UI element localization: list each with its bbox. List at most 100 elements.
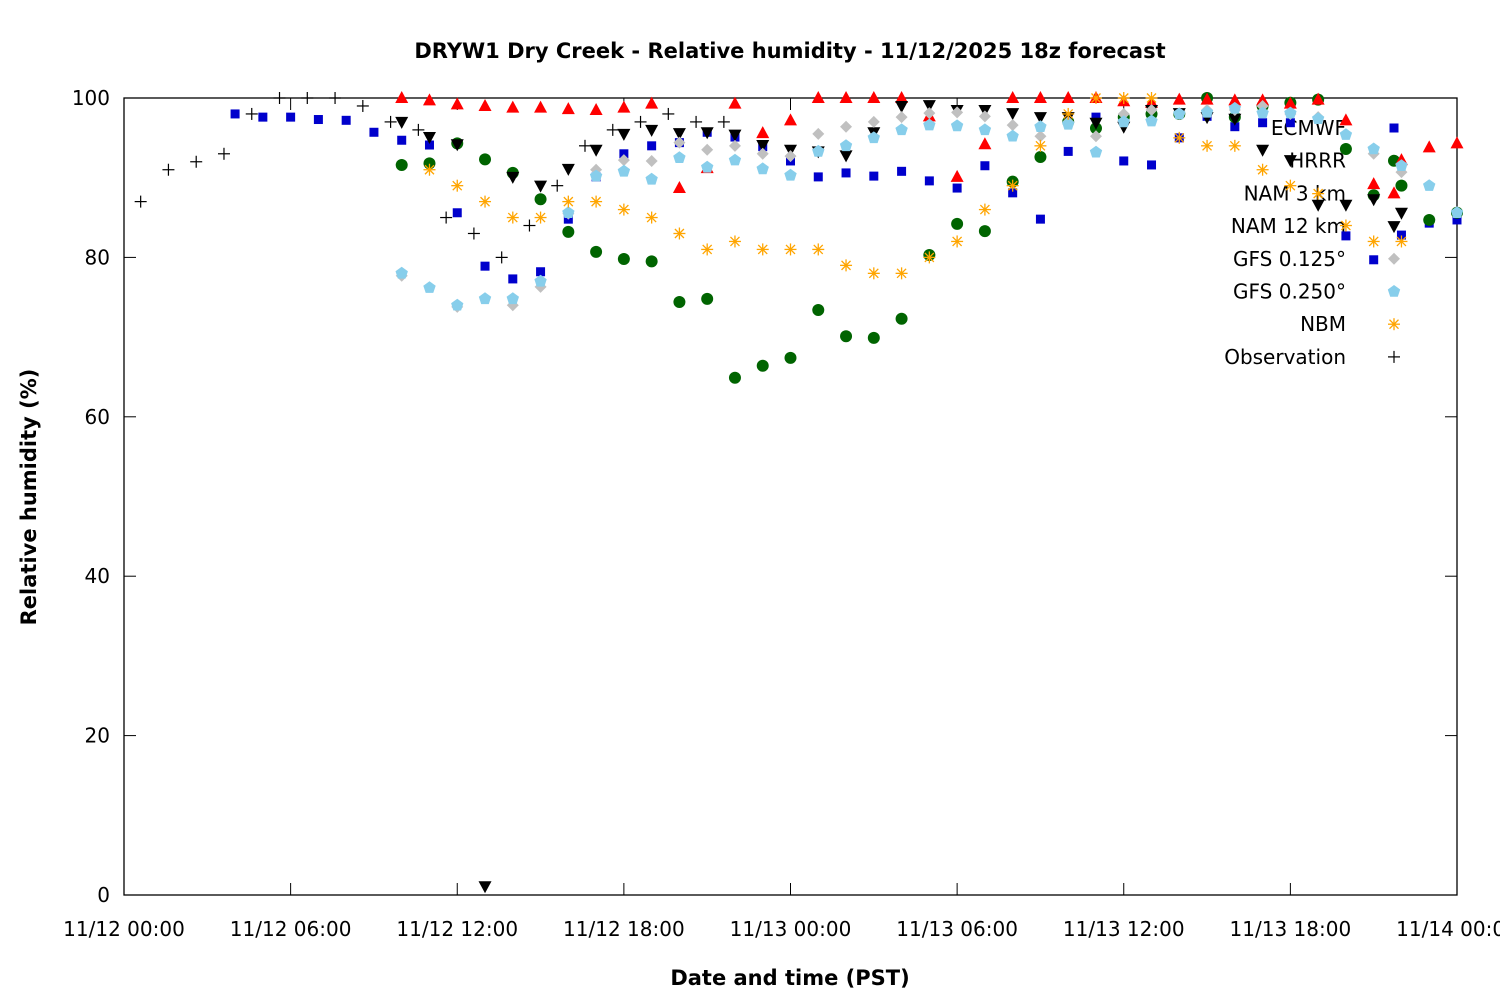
data-point-gfs-0-125 [1089,130,1102,143]
data-point-hrrr [645,255,658,268]
data-point-nam-3-km [478,98,492,111]
data-point-observation [578,139,591,152]
data-point-nbm [784,243,797,256]
data-point-gfs-0-250 [756,162,769,175]
data-point-nam-12-km [645,124,659,137]
data-point-gfs-0-250 [395,266,408,279]
data-point-nam-3-km [1200,92,1214,105]
data-point-gfs-0-250 [1256,106,1269,119]
data-point-nbm [1228,139,1241,152]
data-point-gfs-0-250 [701,160,714,173]
data-point-nam-12-km [1311,199,1325,212]
data-point-hrrr [1034,150,1047,163]
data-point-nbm [506,211,519,224]
x-tick-label: 11/12 00:00 [63,917,185,941]
data-point-observation [690,115,703,128]
data-point-nam-12-km [1256,144,1270,157]
data-point-ecmwf [230,109,240,119]
x-tick-label: 11/13 00:00 [730,917,852,941]
data-point-gfs-0-250 [673,151,686,163]
data-point-nam-3-km [1367,177,1381,190]
data-point-hrrr [617,252,630,265]
data-point-hrrr [784,351,797,364]
data-point-gfs-0-250 [451,298,464,311]
data-point-hrrr [395,158,408,171]
data-point-nbm [451,179,464,192]
x-tick-label: 11/12 06:00 [230,917,352,941]
data-point-nam-3-km [756,126,770,139]
data-point-ecmwf [536,267,546,277]
data-point-gfs-0-125 [784,150,797,163]
data-point-nam-3-km [1172,92,1186,105]
data-point-gfs-0-250 [1423,179,1436,191]
data-point-nam-3-km [1228,93,1242,106]
chart-title: DRYW1 Dry Creek - Relative humidity - 11… [414,39,1165,63]
x-tick-label: 11/14 00:00 [1396,917,1500,941]
data-point-nam-12-km [756,140,770,153]
data-point-nbm [673,227,686,240]
data-point-ecmwf [1396,230,1406,240]
data-point-gfs-0-250 [1367,142,1380,155]
data-point-gfs-0-125 [812,127,825,140]
data-point-gfs-0-125 [756,147,769,160]
data-points [134,91,1464,894]
data-point-ecmwf [480,261,490,271]
data-point-gfs-0-125 [673,136,686,149]
data-point-hrrr [895,312,908,325]
data-point-nbm [1339,219,1352,232]
data-point-ecmwf [341,115,351,125]
legend-marker-nam-3-km [1387,186,1401,199]
data-point-gfs-0-125 [951,106,964,119]
y-tick-label: 20 [85,724,110,748]
data-point-gfs-0-250 [1312,112,1325,124]
data-point-nam-3-km [1256,93,1270,106]
data-point-ecmwf [1230,122,1240,132]
data-point-gfs-0-125 [978,110,991,123]
data-point-nbm [423,163,436,176]
data-point-nam-3-km [561,102,575,115]
legend-marker-gfs-0-250 [1387,285,1401,297]
y-tick-label: 0 [97,883,110,907]
data-point-gfs-0-125 [923,107,936,120]
data-point-gfs-0-125 [1117,107,1130,120]
data-point-ecmwf [1452,215,1462,225]
data-point-ecmwf [1119,156,1129,166]
legend-marker-nbm [1388,318,1400,331]
data-point-gfs-0-125 [617,154,630,167]
data-point-nam-3-km [1033,91,1047,103]
data-point-nam-12-km [728,129,742,142]
data-point-nbm [1256,163,1269,176]
data-point-ecmwf [1063,146,1073,156]
data-point-nam-12-km [589,144,603,157]
data-point-observation [134,195,147,208]
data-point-nbm [1201,139,1214,152]
legend-label: GFS 0.250° [1233,280,1346,304]
legend-marker-observation [1388,350,1400,363]
y-tick-label: 60 [85,405,110,429]
data-point-ecmwf [1341,231,1351,241]
y-axis-label: Relative humidity (%) [17,369,41,626]
data-point-gfs-0-250 [895,123,908,136]
data-point-ecmwf [952,183,962,193]
data-point-observation [384,115,397,128]
data-point-nam-3-km [1339,113,1353,126]
data-point-nbm [840,259,853,272]
data-point-nam-12-km [450,139,464,152]
data-point-hrrr [978,225,991,238]
x-tick-label: 11/13 12:00 [1063,917,1185,941]
data-point-observation [162,163,175,176]
data-point-gfs-0-125 [701,143,714,156]
data-point-observation [273,92,286,104]
data-point-nam-12-km [922,100,936,113]
data-point-nbm [1395,235,1408,248]
data-point-gfs-0-250 [1450,206,1464,218]
data-point-ecmwf [508,274,518,284]
data-point-nbm [701,243,714,256]
data-point-ecmwf [869,171,879,181]
data-point-gfs-0-250 [617,164,631,177]
data-point-observation [662,107,675,120]
data-point-hrrr [1423,213,1436,226]
data-point-ecmwf [924,176,934,186]
data-point-nam-3-km [867,91,881,103]
data-point-ecmwf [424,140,434,150]
